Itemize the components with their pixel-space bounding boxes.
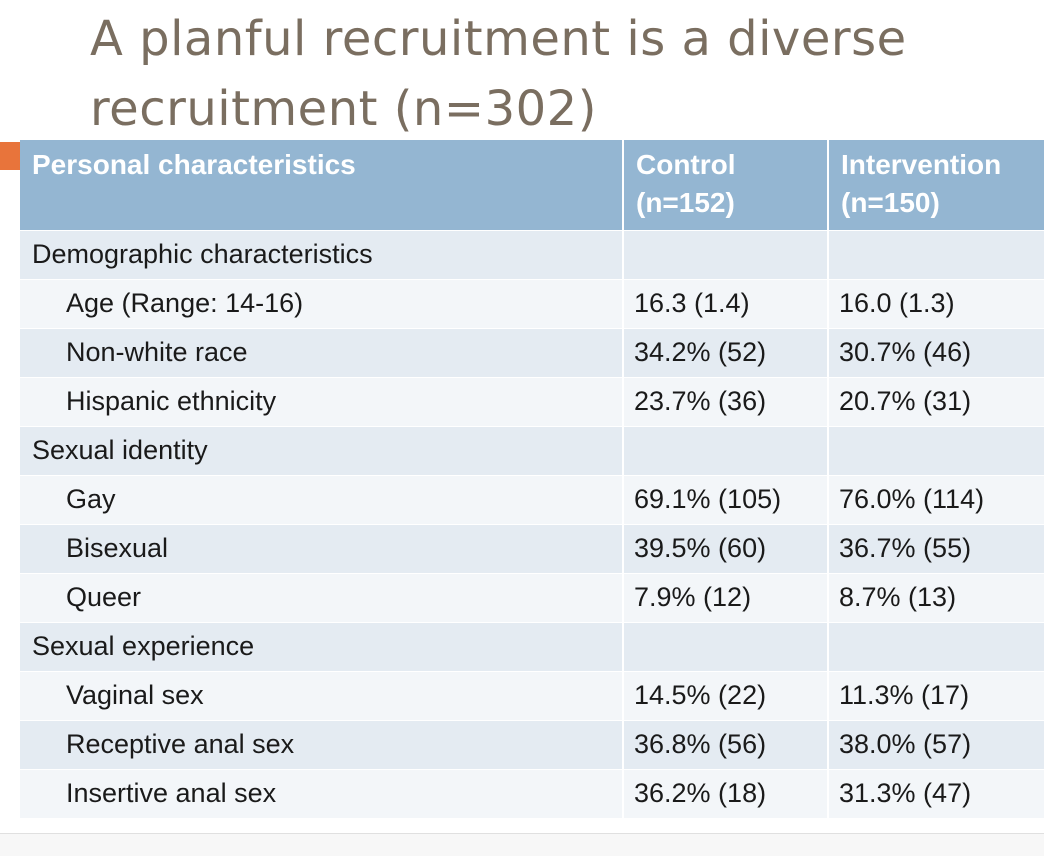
table-row: Insertive anal sex 36.2% (18) 31.3% (47) [20, 768, 1044, 818]
intervention-value: 36.7% (55) [828, 523, 1044, 573]
row-label: Receptive anal sex [20, 719, 624, 769]
table-row: Hispanic ethnicity 23.7% (36) 20.7% (31) [20, 376, 1044, 426]
control-value: 14.5% (22) [623, 670, 829, 720]
accent-bar [0, 142, 20, 170]
table-row: Gay 69.1% (105) 76.0% (114) [20, 474, 1044, 524]
table-row: Non-white race 34.2% (52) 30.7% (46) [20, 327, 1044, 377]
row-label: Non-white race [20, 327, 624, 377]
control-value [623, 425, 829, 475]
row-label: Age (Range: 14-16) [20, 278, 624, 328]
row-label: Sexual identity [20, 425, 624, 475]
table-row: Receptive anal sex 36.8% (56) 38.0% (57) [20, 719, 1044, 769]
control-value: 36.2% (18) [623, 768, 829, 818]
intervention-value [828, 425, 1044, 475]
control-value [623, 621, 829, 671]
control-value: 39.5% (60) [623, 523, 829, 573]
control-value: 23.7% (36) [623, 376, 829, 426]
control-value [623, 229, 829, 279]
control-value: 7.9% (12) [623, 572, 829, 622]
row-label: Queer [20, 572, 624, 622]
table-header-row: Personal characteristics Control (n=152)… [20, 140, 1044, 230]
table-row: Bisexual 39.5% (60) 36.7% (55) [20, 523, 1044, 573]
slide-title: A planful recruitment is a diverse recru… [90, 11, 907, 137]
row-label: Gay [20, 474, 624, 524]
intervention-value: 30.7% (46) [828, 327, 1044, 377]
section-row: Sexual experience [20, 621, 1044, 671]
intervention-value: 11.3% (17) [828, 670, 1044, 720]
row-label: Hispanic ethnicity [20, 376, 624, 426]
control-value: 69.1% (105) [623, 474, 829, 524]
intervention-value: 20.7% (31) [828, 376, 1044, 426]
control-value: 36.8% (56) [623, 719, 829, 769]
row-label: Bisexual [20, 523, 624, 573]
intervention-value: 76.0% (114) [828, 474, 1044, 524]
control-value: 34.2% (52) [623, 327, 829, 377]
header-personal-characteristics: Personal characteristics [20, 140, 624, 230]
section-row: Demographic characteristics [20, 229, 1044, 279]
intervention-value [828, 229, 1044, 279]
characteristics-table: Personal characteristics Control (n=152)… [20, 140, 1044, 818]
header-control: Control (n=152) [623, 140, 829, 230]
intervention-value: 16.0 (1.3) [828, 278, 1044, 328]
row-label: Demographic characteristics [20, 229, 624, 279]
row-label: Sexual experience [20, 621, 624, 671]
intervention-value: 31.3% (47) [828, 768, 1044, 818]
intervention-value [828, 621, 1044, 671]
intervention-value: 38.0% (57) [828, 719, 1044, 769]
section-row: Sexual identity [20, 425, 1044, 475]
table-row: Queer 7.9% (12) 8.7% (13) [20, 572, 1044, 622]
bottom-strip [0, 833, 1044, 856]
table-row: Vaginal sex 14.5% (22) 11.3% (17) [20, 670, 1044, 720]
row-label: Insertive anal sex [20, 768, 624, 818]
header-intervention: Intervention (n=150) [828, 140, 1044, 230]
intervention-value: 8.7% (13) [828, 572, 1044, 622]
row-label: Vaginal sex [20, 670, 624, 720]
table-row: Age (Range: 14-16) 16.3 (1.4) 16.0 (1.3) [20, 278, 1044, 328]
control-value: 16.3 (1.4) [623, 278, 829, 328]
